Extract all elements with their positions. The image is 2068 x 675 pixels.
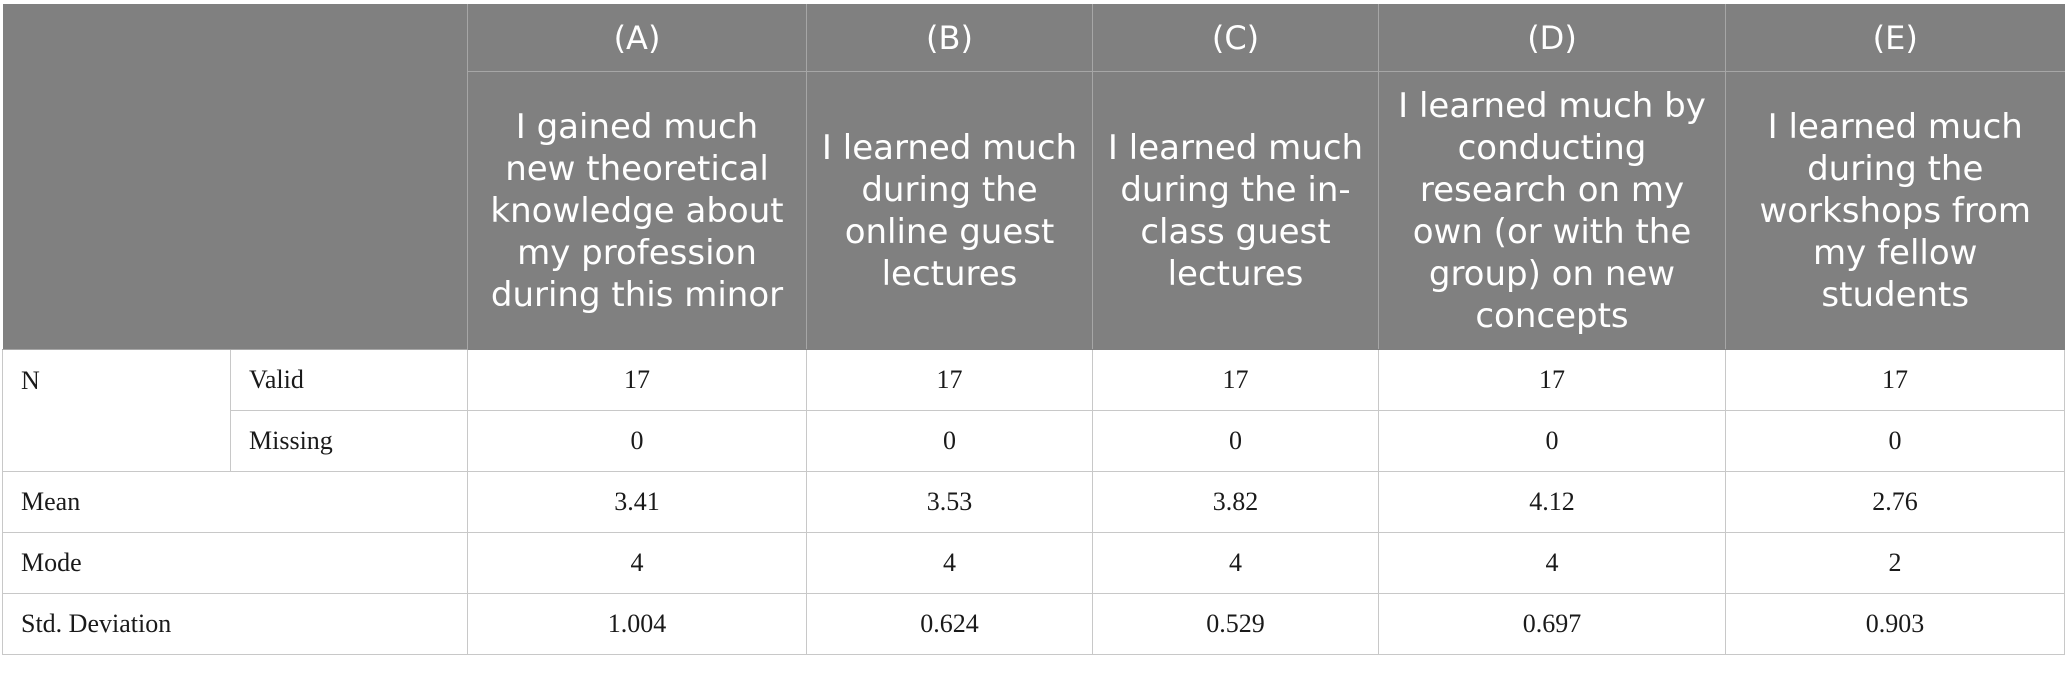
cell-missing-b: 0 xyxy=(806,410,1093,472)
column-letter-e: (E) xyxy=(1725,4,2065,72)
table-row-valid: N Valid 17 17 17 17 17 xyxy=(2,349,2065,472)
cell-std-b: 0.624 xyxy=(806,593,1093,655)
header-question-row: I gained much new theoretical knowledge … xyxy=(3,71,2065,350)
row-label-n: N xyxy=(2,349,231,472)
table-header: (A) (B) (C) (D) (E) I gained much new th… xyxy=(2,4,2065,350)
row-label-mode: Mode xyxy=(2,532,468,594)
cell-valid-c: 17 xyxy=(1092,349,1379,411)
column-letter-b: (B) xyxy=(806,4,1093,72)
column-question-b: I learned much during the online guest l… xyxy=(806,71,1093,350)
cell-mode-c: 4 xyxy=(1092,532,1379,594)
column-question-a: I gained much new theoretical knowledge … xyxy=(467,71,807,350)
cell-std-d: 0.697 xyxy=(1378,593,1726,655)
cell-mean-b: 3.53 xyxy=(806,471,1093,533)
column-letter-a: (A) xyxy=(467,4,807,72)
table-row-missing: Missing 0 0 0 0 0 xyxy=(3,410,2065,472)
cell-mean-a: 3.41 xyxy=(467,471,807,533)
cell-mean-e: 2.76 xyxy=(1725,471,2065,533)
cell-mode-a: 4 xyxy=(467,532,807,594)
cell-missing-e: 0 xyxy=(1725,410,2065,472)
column-letter-d: (D) xyxy=(1378,4,1726,72)
row-label-std-deviation: Std. Deviation xyxy=(2,593,468,655)
table-row-mode: Mode 4 4 4 4 2 xyxy=(2,532,2065,594)
cell-missing-c: 0 xyxy=(1092,410,1379,472)
row-label-mean: Mean xyxy=(2,471,468,533)
statistics-table: (A) (B) (C) (D) (E) I gained much new th… xyxy=(2,4,2065,655)
cell-missing-a: 0 xyxy=(467,410,807,472)
cell-mean-d: 4.12 xyxy=(1378,471,1726,533)
column-letter-c: (C) xyxy=(1092,4,1379,72)
cell-valid-e: 17 xyxy=(1725,349,2065,411)
table-row-std-deviation: Std. Deviation 1.004 0.624 0.529 0.697 0… xyxy=(2,593,2065,655)
cell-valid-d: 17 xyxy=(1378,349,1726,411)
column-question-d: I learned much by conducting research on… xyxy=(1378,71,1726,350)
cell-mean-c: 3.82 xyxy=(1092,471,1379,533)
cell-valid-b: 17 xyxy=(806,349,1093,411)
header-letter-row: (A) (B) (C) (D) (E) xyxy=(2,4,2065,350)
row-label-valid: Valid xyxy=(230,349,468,411)
cell-std-e: 0.903 xyxy=(1725,593,2065,655)
cell-mode-d: 4 xyxy=(1378,532,1726,594)
column-question-e: I learned much during the workshops from… xyxy=(1725,71,2065,350)
cell-mode-b: 4 xyxy=(806,532,1093,594)
header-corner-cell xyxy=(2,4,468,350)
table-row-mean: Mean 3.41 3.53 3.82 4.12 2.76 xyxy=(2,471,2065,533)
cell-std-a: 1.004 xyxy=(467,593,807,655)
cell-missing-d: 0 xyxy=(1378,410,1726,472)
cell-mode-e: 2 xyxy=(1725,532,2065,594)
column-question-c: I learned much during the in-class guest… xyxy=(1092,71,1379,350)
table-body: N Valid 17 17 17 17 17 Missing 0 0 0 0 0… xyxy=(2,349,2065,655)
cell-std-c: 0.529 xyxy=(1092,593,1379,655)
cell-valid-a: 17 xyxy=(467,349,807,411)
row-label-missing: Missing xyxy=(230,410,468,472)
